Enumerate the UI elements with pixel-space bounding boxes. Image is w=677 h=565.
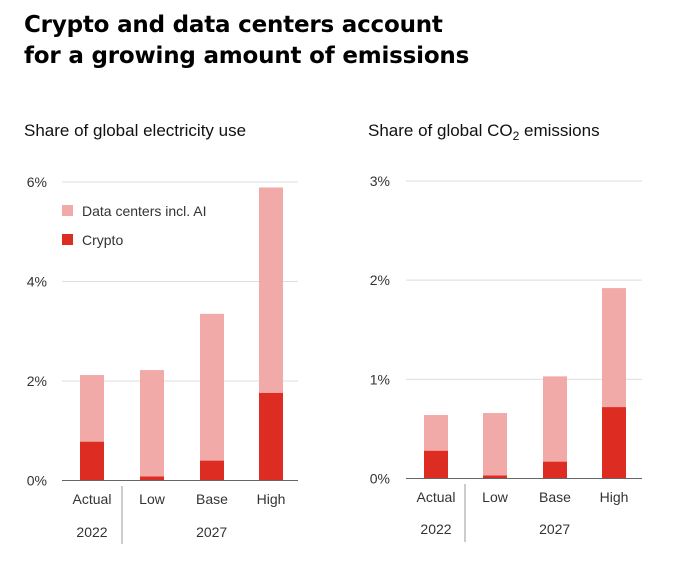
elec-category-label: High xyxy=(257,491,286,507)
co2-panel-title: Share of global CO2 emissions xyxy=(368,121,600,143)
co2-bar-data-centers-base xyxy=(543,376,567,462)
legend-label-crypto: Crypto xyxy=(82,232,123,248)
elec-bar-data-centers-high xyxy=(259,187,283,393)
co2-category-label: High xyxy=(600,489,629,505)
chart-title-line-1: Crypto and data centers account xyxy=(24,12,443,38)
emissions-chart-panel: Share of global CO2 emissions 0% 1% 2% 3% Act… xyxy=(368,121,642,542)
elec-bar-crypto-high xyxy=(259,392,283,481)
co2-category-label: Base xyxy=(539,489,571,505)
co2-bar-data-centers-low xyxy=(483,413,507,476)
co2-category-label: Actual xyxy=(417,489,456,505)
co2-category-label: Low xyxy=(482,489,509,505)
elec-category-label: Actual xyxy=(73,491,112,507)
elec-category-label: Low xyxy=(139,491,166,507)
co2-year-group-label: 2022 xyxy=(420,521,451,537)
co2-y-tick-label: 1% xyxy=(370,371,390,387)
elec-y-tick-label: 0% xyxy=(27,473,47,489)
co2-bar-crypto-low xyxy=(483,475,507,479)
legend-swatch-data-centers xyxy=(62,205,73,216)
elec-bar-data-centers-low xyxy=(140,370,164,477)
chart-title: Crypto and data centers account for a gr… xyxy=(24,10,469,72)
elec-panel-title: Share of global electricity use xyxy=(24,121,246,140)
co2-title-suffix: emissions xyxy=(519,121,599,140)
elec-year-group-label: 2027 xyxy=(196,524,227,540)
elec-y-tick-label: 6% xyxy=(27,174,47,190)
co2-bar-data-centers-high xyxy=(602,288,626,408)
co2-y-tick-label: 3% xyxy=(370,173,390,189)
elec-y-tick-label: 4% xyxy=(27,274,47,290)
co2-y-tick-label: 0% xyxy=(370,471,390,487)
chart-title-line-2: for a growing amount of emissions xyxy=(24,43,470,69)
co2-title-subscript: 2 xyxy=(513,129,520,143)
elec-bar-crypto-low xyxy=(140,476,164,481)
legend-label-data-centers: Data centers incl. AI xyxy=(82,203,207,219)
co2-year-group-label: 2027 xyxy=(539,521,570,537)
elec-bar-data-centers-actual xyxy=(80,375,104,442)
co2-bar-crypto-base xyxy=(543,461,567,479)
legend-swatch-crypto xyxy=(62,234,73,245)
elec-y-tick-label: 2% xyxy=(27,373,47,389)
electricity-chart-panel: Share of global electricity use 0% 2% 4% 6% A… xyxy=(24,121,298,544)
elec-category-label: Base xyxy=(196,491,228,507)
elec-bar-crypto-actual xyxy=(80,441,104,481)
legend: Data centers incl. AI Crypto xyxy=(62,203,207,248)
co2-bar-data-centers-actual xyxy=(424,415,448,451)
elec-bar-data-centers-base xyxy=(200,313,224,461)
co2-bar-crypto-high xyxy=(602,407,626,479)
co2-y-tick-label: 2% xyxy=(370,272,390,288)
co2-bar-crypto-actual xyxy=(424,450,448,479)
elec-year-group-label: 2022 xyxy=(76,524,107,540)
elec-bar-crypto-base xyxy=(200,460,224,481)
